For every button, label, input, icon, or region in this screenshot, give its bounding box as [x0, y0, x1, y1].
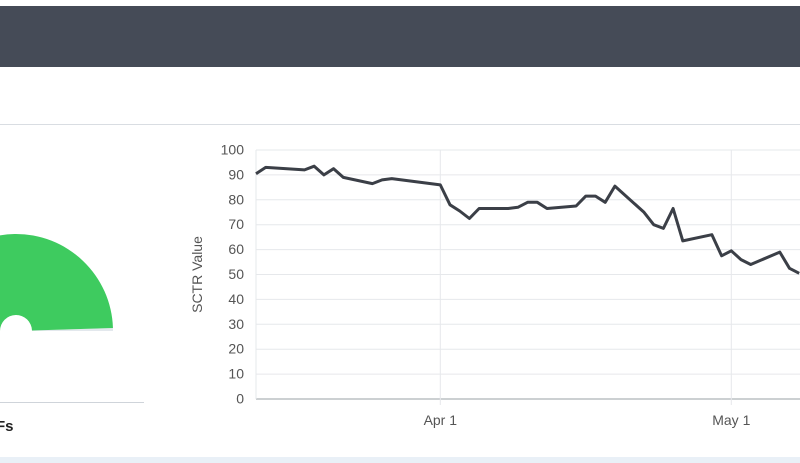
top-header-bar [0, 6, 800, 67]
section-divider [0, 124, 800, 125]
x-tick-label: May 1 [712, 412, 750, 428]
sctr-gauge [0, 234, 114, 331]
y-tick-label: 30 [228, 316, 244, 332]
y-tick-label: 0 [236, 391, 244, 407]
gauge-track [31, 327, 114, 331]
x-tick-label: Apr 1 [424, 412, 458, 428]
y-tick-label: 80 [228, 191, 244, 207]
bottom-panel-edge [0, 457, 800, 463]
gauge-divider [0, 402, 144, 403]
gauge-fill [0, 234, 113, 331]
y-axis-label: SCTR Value [189, 236, 205, 313]
sctr-line-chart: 0 10 20 30 40 50 60 70 80 90 100 Apr 1 May 1 SCTR Va… [189, 142, 800, 429]
y-tick-label: 10 [228, 366, 244, 382]
gauge-caption: Fs [0, 418, 14, 435]
chart-grid [255, 149, 800, 405]
y-tick-label: 100 [221, 142, 245, 158]
y-tick-label: 70 [228, 216, 244, 232]
y-tick-label: 20 [228, 341, 244, 357]
chart-axes: 0 10 20 30 40 50 60 70 80 90 100 Apr 1 May 1 [221, 142, 751, 429]
y-tick-label: 40 [228, 291, 244, 307]
y-tick-label: 90 [228, 166, 244, 182]
gauge-panel: Fs [0, 125, 150, 445]
sctr-series-line [255, 164, 800, 275]
y-tick-label: 60 [228, 241, 244, 257]
y-tick-label: 50 [228, 266, 244, 282]
